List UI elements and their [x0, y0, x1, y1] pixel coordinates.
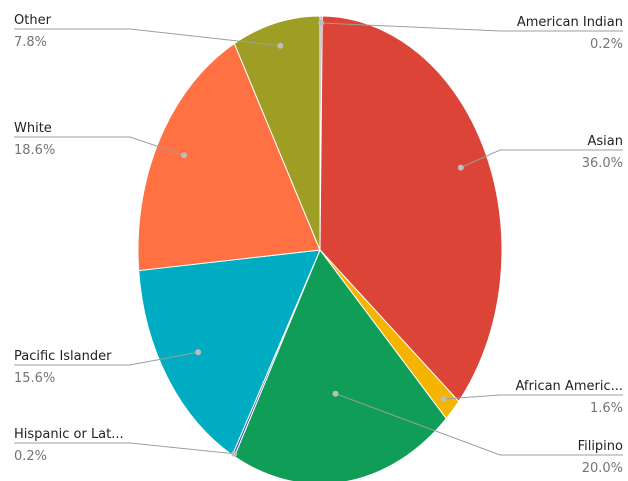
- leader-dot-hispanic-or-latino: [231, 450, 238, 457]
- slice-percent-american-indian: 0.2%: [590, 37, 623, 52]
- label-leaders: [14, 20, 623, 457]
- leader-line-hispanic-or-latino: [14, 442, 235, 455]
- slice-label-filipino: Filipino: [578, 439, 623, 454]
- slice-label-white: White: [14, 121, 52, 136]
- slice-percent-asian: 36.0%: [582, 156, 623, 171]
- slice-percent-pacific-islander: 15.6%: [14, 371, 55, 386]
- slice-labels: American Indian 0.2% Asian 36.0% African Ame…: [14, 13, 623, 476]
- leader-dot-african-american: [440, 396, 447, 402]
- slice-percent-other: 7.8%: [14, 35, 47, 50]
- slice-label-hispanic-or-latino: Hispanic or Lat...: [14, 427, 124, 442]
- leader-line-white: [14, 136, 185, 156]
- leader-dot-other: [277, 42, 284, 49]
- pie-slice-filipino: [233, 248, 447, 481]
- pie-slices: [137, 15, 503, 481]
- leader-line-filipino: [335, 393, 623, 456]
- leader-dot-white: [181, 152, 187, 159]
- slice-percent-white: 18.6%: [14, 143, 55, 158]
- slice-label-asian: Asian: [588, 134, 623, 149]
- pie-slice-pacific-islander: [138, 249, 321, 456]
- leader-dot-pacific-islander: [195, 349, 202, 356]
- slice-label-african-american: African Americ...: [515, 379, 623, 394]
- leader-line-other: [14, 28, 281, 47]
- pie-slice-white: [137, 42, 321, 272]
- slice-label-pacific-islander: Pacific Islander: [14, 349, 112, 364]
- slice-label-other: Other: [14, 13, 52, 28]
- slice-percent-hispanic-or-latino: 0.2%: [14, 449, 47, 464]
- leader-line-asian: [460, 149, 623, 169]
- leader-line-american-indian: [321, 22, 623, 32]
- slice-percent-african-american: 1.6%: [590, 401, 623, 416]
- pie-slice-asian: [319, 15, 503, 403]
- leader-dot-filipino: [332, 390, 339, 397]
- slice-label-american-indian: American Indian: [517, 15, 623, 30]
- leader-line-african-american: [443, 394, 623, 400]
- pie-slice-other: [233, 15, 321, 251]
- leader-dot-asian: [457, 164, 464, 171]
- leader-line-pacific-islander: [14, 351, 199, 366]
- slice-percent-filipino: 20.0%: [582, 461, 623, 476]
- leader-dot-american-indian: [318, 20, 325, 26]
